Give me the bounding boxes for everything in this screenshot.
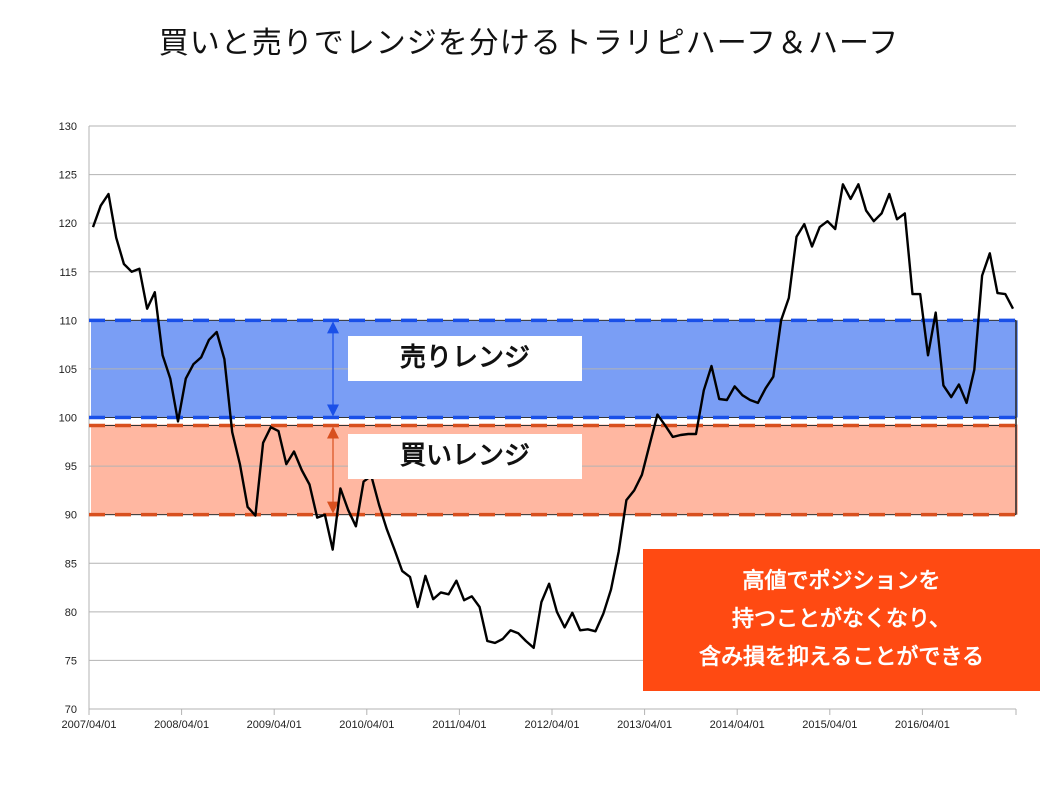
y-tick-label: 85	[65, 558, 77, 570]
y-tick-label: 125	[59, 170, 77, 182]
y-tick-label: 70	[65, 704, 77, 716]
x-tick-label: 2010/04/01	[339, 719, 394, 731]
buy-range-label: 買いレンジ	[348, 434, 582, 479]
y-tick-label: 90	[65, 510, 77, 522]
x-tick-labels: 2007/04/01 2008/04/01 2009/04/01 2010/04/01…	[61, 709, 1017, 731]
y-tick-label: 100	[59, 413, 77, 425]
range-arrows	[327, 321, 339, 514]
callout-line: 含み損を抑えることができる	[699, 645, 984, 670]
sell-range-arrow-head-down	[327, 404, 339, 417]
series-line	[91, 183, 1015, 649]
callout-box: 高値でポジションを 持つことがなくなり、 含み損を抑えることができる	[643, 549, 1040, 691]
chart-title: 買いと売りでレンジを分けるトラリピハーフ＆ハーフ	[158, 26, 900, 61]
x-tick-label: 2015/04/01	[802, 719, 857, 731]
x-tick-label: 2012/04/01	[524, 719, 579, 731]
x-tick-label: 2008/04/01	[154, 719, 209, 731]
y-tick-label: 95	[65, 461, 77, 473]
y-tick-label: 120	[59, 218, 77, 230]
y-tick-label: 75	[65, 655, 77, 667]
callout-line: 持つことがなくなり、	[731, 607, 952, 632]
y-tick-label: 80	[65, 607, 77, 619]
sell-range-arrow-head-up	[327, 321, 339, 334]
x-tick-label: 2007/04/01	[61, 719, 116, 731]
buy-range-arrow-head-up	[327, 426, 339, 439]
sell-range-label: 売りレンジ	[348, 336, 582, 381]
x-tick-label: 2014/04/01	[710, 719, 765, 731]
x-tick-label: 2013/04/01	[617, 719, 672, 731]
y-tick-label: 115	[59, 267, 77, 279]
callout-line: 高値でポジションを	[742, 569, 941, 594]
series-layer	[91, 183, 1015, 649]
y-tick-label: 105	[59, 364, 77, 376]
x-tick-label: 2016/04/01	[895, 719, 950, 731]
x-tick-label: 2009/04/01	[247, 719, 302, 731]
range-boundary-lines	[89, 318, 1017, 517]
y-tick-labels: 70 75 80 85 90 95 100 105 110 115 120 125 130	[59, 121, 77, 716]
y-tick-label: 130	[59, 121, 77, 133]
y-tick-label: 110	[59, 315, 77, 327]
buy-range-arrow-head-down	[327, 501, 339, 514]
x-tick-label: 2011/04/01	[432, 719, 486, 731]
